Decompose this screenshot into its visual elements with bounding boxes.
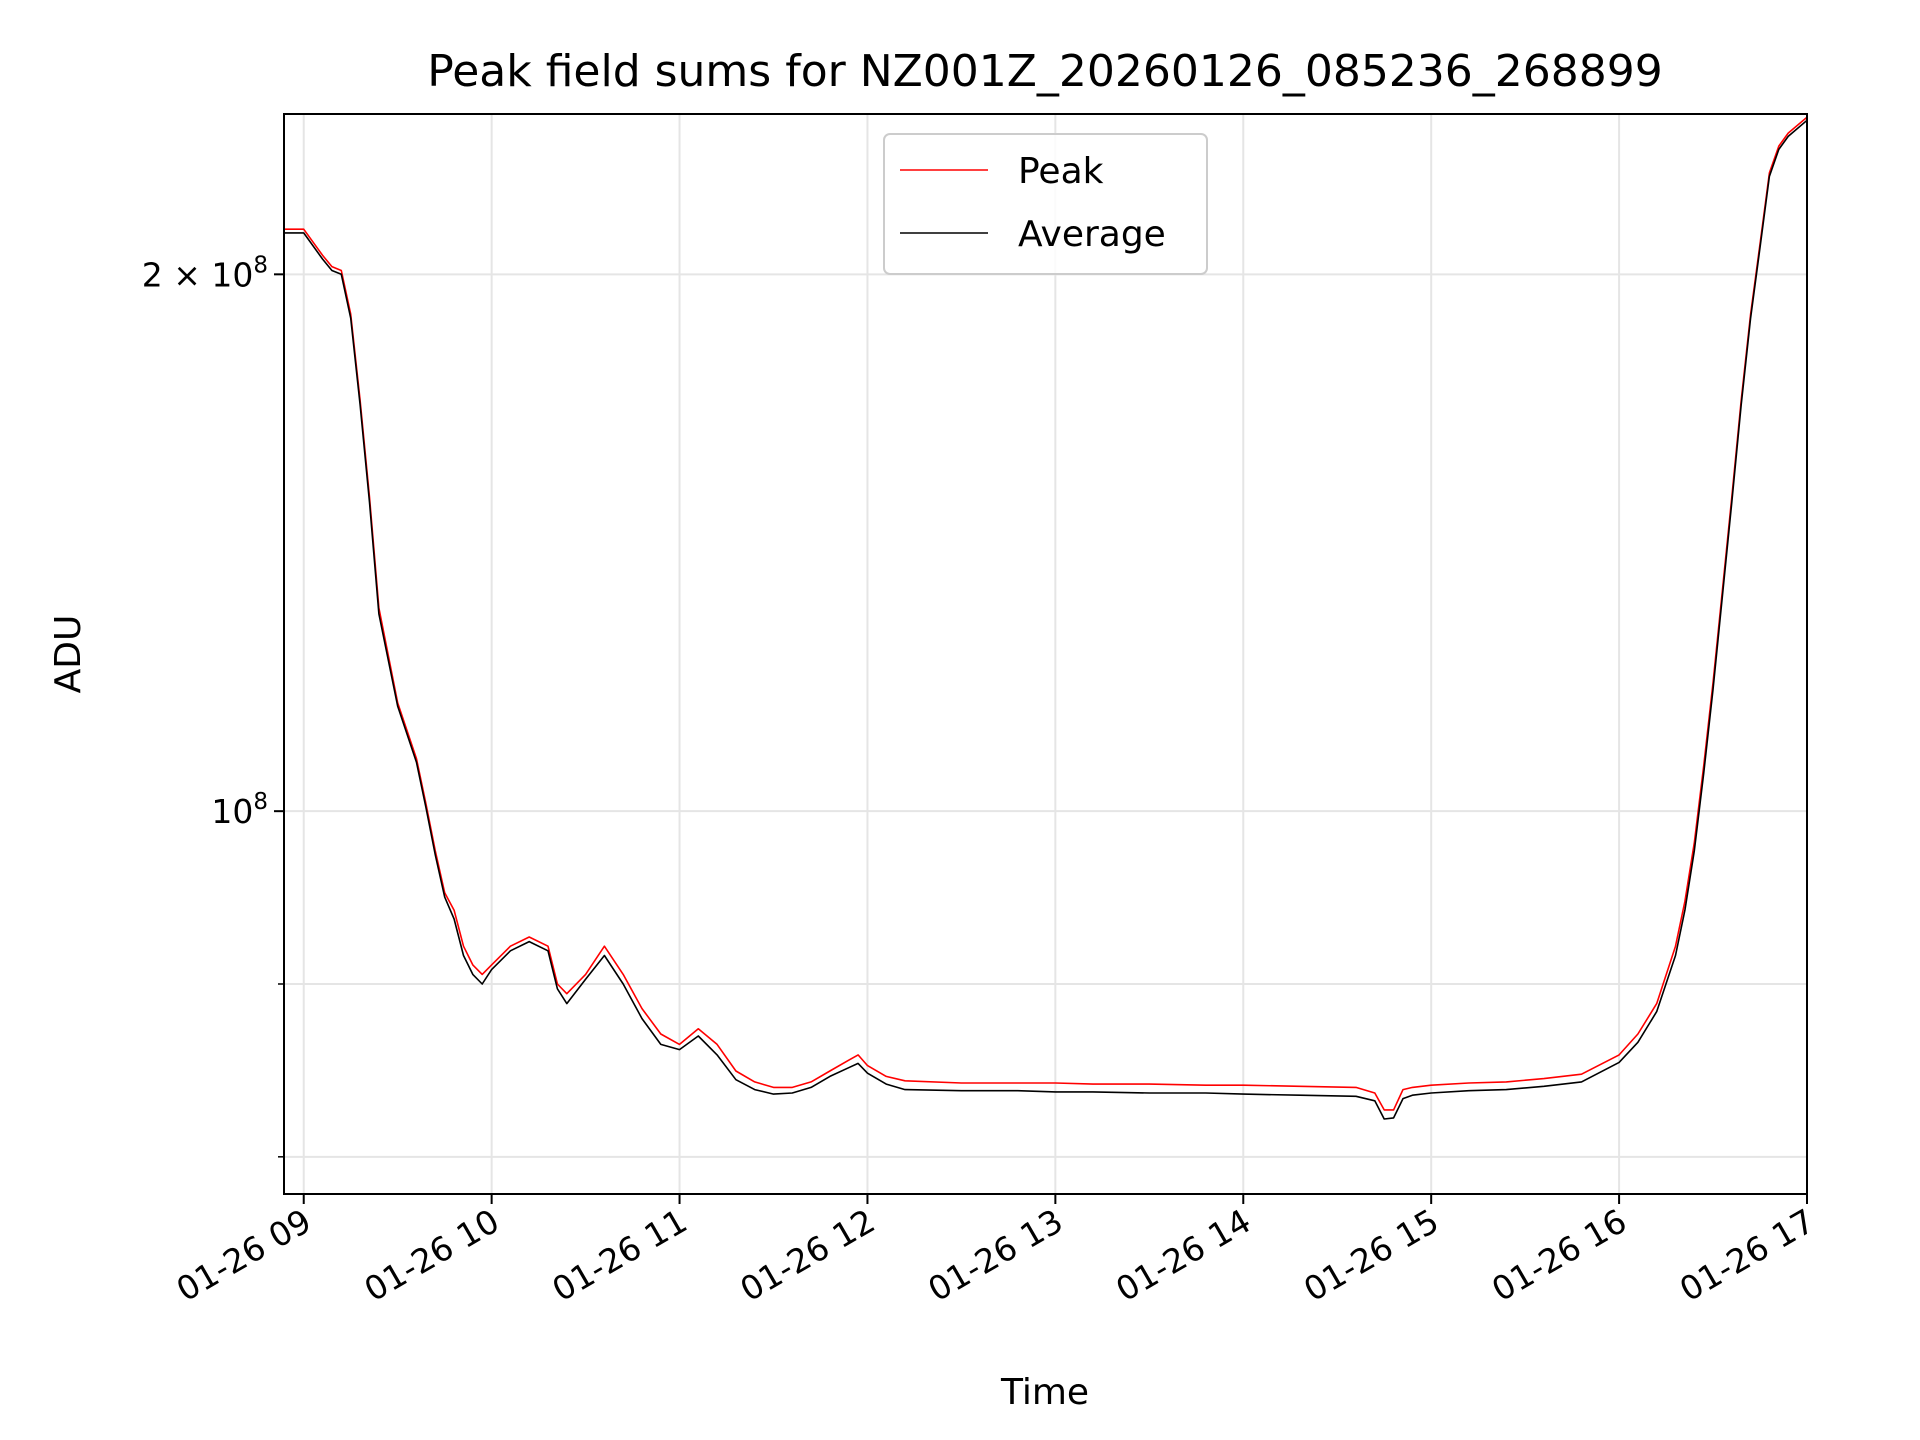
legend-label-peak: Peak	[1018, 151, 1104, 192]
grid	[284, 114, 1807, 1194]
series-line-average	[284, 119, 1807, 1120]
y-tick-label-exponent: 8	[253, 252, 268, 278]
plot-frame	[283, 113, 1808, 1195]
series-line-peak	[284, 116, 1807, 1111]
y-tick-label: 108	[211, 789, 268, 831]
legend-label-average: Average	[1018, 214, 1166, 255]
y-tick-label: 2 × 108	[142, 252, 268, 294]
x-axis-label: Time	[1000, 1372, 1089, 1413]
chart-title: Peak field sums for NZ001Z_20260126_0852…	[427, 46, 1663, 97]
y-tick-label-base: 10	[211, 792, 253, 831]
y-tick-label-base: 2 × 10	[142, 255, 254, 294]
y-axis-label: ADU	[48, 615, 89, 694]
y-tick-label-exponent: 8	[253, 789, 268, 815]
legend: Peak Average	[883, 133, 1208, 275]
legend-box	[883, 133, 1208, 275]
series-lines	[284, 116, 1807, 1120]
